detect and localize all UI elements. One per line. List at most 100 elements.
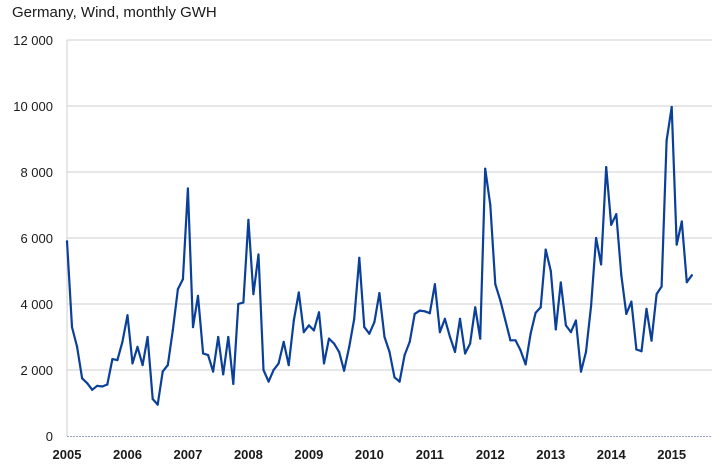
data-point <box>559 281 562 284</box>
data-point <box>458 317 462 320</box>
y-tick-label: 12 000 <box>13 33 53 48</box>
data-point <box>509 339 512 342</box>
data-point <box>584 350 588 353</box>
data-point <box>156 403 159 406</box>
data-point <box>176 288 179 291</box>
data-point <box>272 368 275 372</box>
data-point <box>338 350 341 353</box>
data-point <box>524 363 527 366</box>
data-point <box>519 349 522 352</box>
data-point <box>126 314 129 317</box>
data-point <box>353 317 356 320</box>
x-tick-label: 2011 <box>416 447 444 462</box>
y-tick-label: 10 000 <box>13 99 53 114</box>
data-point <box>665 139 668 142</box>
data-point <box>428 312 431 315</box>
x-tick-label: 2015 <box>657 447 686 462</box>
data-point <box>312 329 315 332</box>
data-point <box>448 335 452 339</box>
data-point <box>106 383 109 386</box>
data-point <box>504 319 507 322</box>
y-tick-label: 4 000 <box>20 297 53 312</box>
series-line-wind <box>65 105 693 406</box>
data-point <box>690 274 693 277</box>
data-point <box>70 326 74 329</box>
data-point <box>116 359 119 362</box>
data-point <box>569 331 573 334</box>
data-point <box>368 332 371 335</box>
data-point <box>297 291 300 294</box>
data-point <box>166 364 169 367</box>
data-point <box>136 345 139 348</box>
x-tick-label: 2012 <box>476 447 505 462</box>
data-point <box>474 306 477 309</box>
data-point <box>418 309 421 312</box>
data-point <box>464 352 467 355</box>
x-tick-label: 2010 <box>355 447 384 462</box>
x-tick-label: 2005 <box>53 447 82 462</box>
data-point <box>267 380 270 383</box>
data-point <box>302 331 305 334</box>
data-point <box>484 167 487 170</box>
data-point <box>348 345 351 348</box>
data-point <box>413 312 416 315</box>
data-point <box>438 331 441 334</box>
data-point <box>327 337 331 340</box>
y-tick-label: 0 <box>46 429 53 444</box>
data-point <box>579 370 583 373</box>
data-point <box>181 278 184 281</box>
data-point <box>146 335 149 339</box>
data-point <box>111 358 114 361</box>
data-point <box>65 240 69 243</box>
data-point <box>388 350 391 353</box>
data-point <box>595 236 598 240</box>
data-point <box>227 335 230 339</box>
data-point <box>171 329 174 332</box>
data-point <box>443 317 446 320</box>
data-point <box>640 350 643 353</box>
data-point <box>333 342 336 345</box>
grid-layer <box>66 39 712 436</box>
data-point <box>574 319 578 322</box>
data-point <box>494 283 497 286</box>
data-point <box>590 304 593 307</box>
x-tick-label: 2013 <box>536 447 565 462</box>
data-point <box>86 382 89 385</box>
data-point <box>363 326 366 329</box>
data-point <box>539 306 542 309</box>
data-point <box>605 166 608 169</box>
data-point <box>96 384 99 387</box>
data-point <box>655 293 658 296</box>
data-point <box>564 324 568 327</box>
data-point <box>322 362 326 365</box>
data-point <box>645 307 648 310</box>
data-point <box>282 340 285 343</box>
x-tick-label: 2008 <box>234 447 263 462</box>
data-point <box>191 326 195 329</box>
data-point <box>393 376 396 379</box>
data-point <box>453 350 457 353</box>
y-tick-label: 2 000 <box>20 363 53 378</box>
data-point <box>217 335 220 339</box>
data-point <box>262 368 265 372</box>
data-point <box>131 362 134 365</box>
data-point <box>398 380 401 383</box>
data-point <box>161 370 164 373</box>
data-point <box>358 256 361 259</box>
data-point <box>660 285 663 288</box>
data-point <box>81 377 84 380</box>
data-point <box>680 220 683 223</box>
data-point <box>670 105 673 109</box>
data-point <box>630 300 633 303</box>
data-point <box>620 273 623 277</box>
x-tick-label: 2014 <box>597 447 627 462</box>
data-point <box>514 339 517 342</box>
data-point <box>433 283 436 286</box>
data-point <box>650 339 653 342</box>
x-tick-label: 2007 <box>173 447 202 462</box>
data-point <box>212 370 215 373</box>
data-point <box>252 293 255 296</box>
data-point <box>549 269 552 273</box>
data-point <box>489 203 492 207</box>
